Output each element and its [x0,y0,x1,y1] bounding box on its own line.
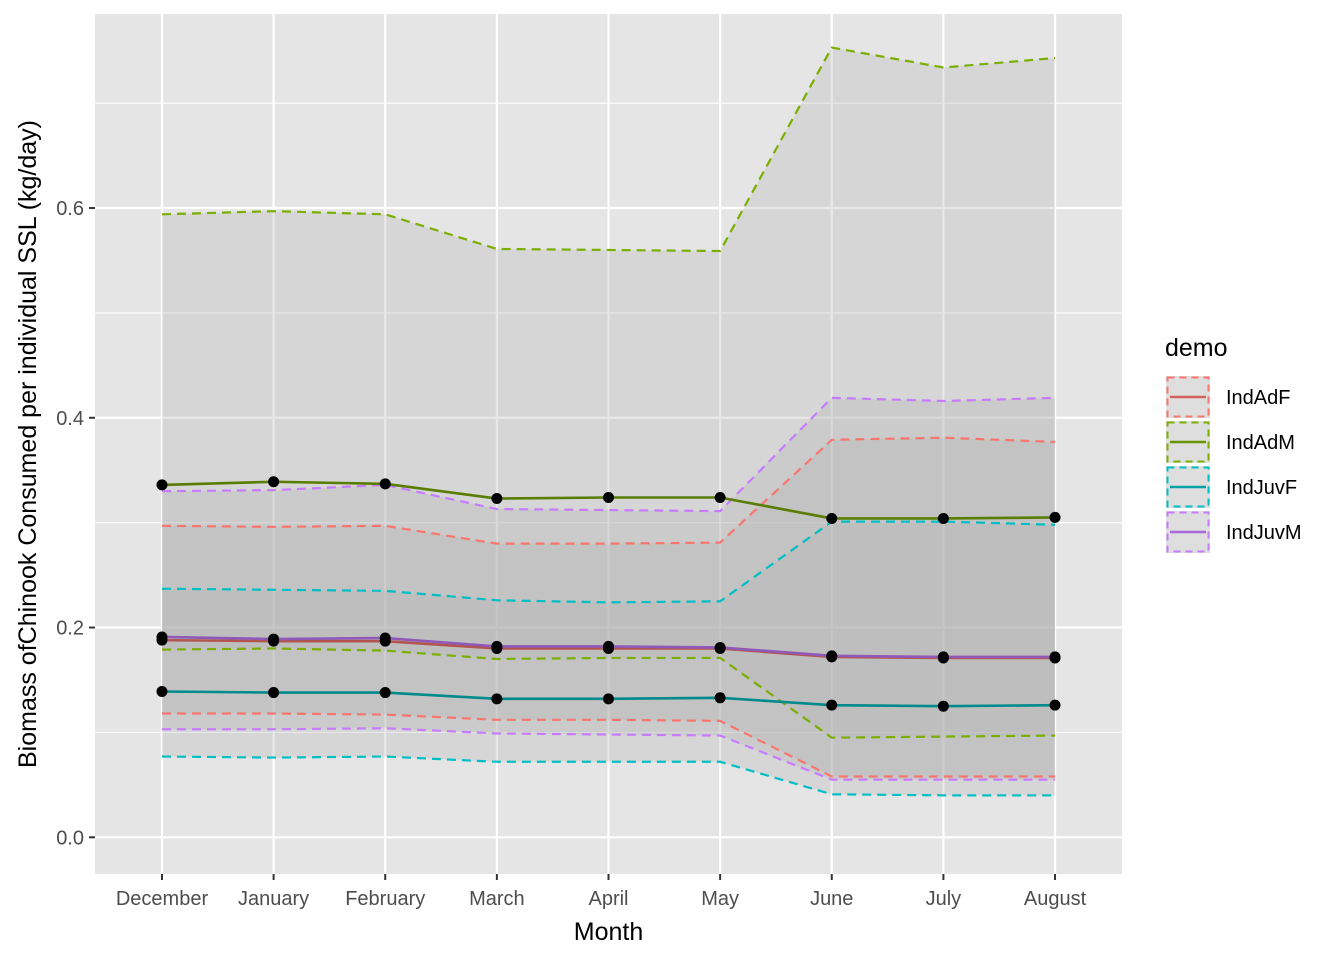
legend-label: IndAdF [1226,387,1290,409]
point-IndJuvF [379,687,391,699]
upper-bound-IndAdF [161,436,1056,545]
legend-key-outline [1166,421,1210,463]
point-IndJuvF [826,699,838,711]
legend-title: demo [1165,334,1228,362]
y-tick-label: 0.2 [56,618,84,640]
point-IndAdM [603,491,614,503]
point-IndAdM [1049,511,1061,523]
point-IndJuvM [603,640,614,652]
point-IndJuvM [379,632,391,644]
point-IndJuvF [156,686,168,698]
x-axis-title: Month [574,918,643,946]
bound-lines [161,46,1056,797]
legend-key-outline [1166,376,1210,418]
x-tick-label: May [701,888,739,910]
point-IndJuvF [937,700,949,712]
point-IndJuvM [156,631,168,643]
point-IndAdM [268,476,280,488]
legend-key-outline [1166,466,1210,508]
point-IndJuvM [937,651,949,663]
y-tick-label: 0.4 [56,408,84,430]
point-IndAdM [156,479,168,491]
mean-points [156,476,1061,712]
legend-item-IndAdF: IndAdF [1166,376,1290,418]
lower-bound-IndAdM [161,647,1056,739]
point-IndJuvF [714,692,726,704]
point-IndJuvF [268,687,280,699]
point-IndJuvM [1049,651,1061,663]
y-axis: 0.0 0.2 0.4 0.6 [56,198,95,849]
point-IndJuvM [826,650,838,662]
upper-bound-IndJuvF [161,520,1056,604]
x-tick-label: December [116,888,209,910]
lower-bound-IndJuvM [161,727,1056,781]
point-IndAdM [937,512,949,524]
legend-item-IndJuvM: IndJuvM [1166,511,1302,553]
legend-label: IndAdM [1226,432,1295,454]
lower-bound-IndAdF [161,712,1056,778]
x-tick-label: August [1024,888,1087,910]
point-IndJuvF [491,693,503,705]
legend-item-IndAdM: IndAdM [1166,421,1295,463]
ribbon-IndJuvF [161,521,1056,796]
point-IndJuvF [603,693,614,705]
x-tick-label: July [926,888,962,910]
y-tick-label: 0.0 [56,827,84,849]
x-tick-label: June [810,888,853,910]
grid-major [95,14,1122,874]
ribbon-IndAdM [161,47,1056,738]
legend-label: IndJuvF [1226,477,1297,499]
x-tick-label: March [469,888,525,910]
x-axis: December January February March April May June… [116,874,1087,910]
y-axis-title: Biomass ofChinook Consumed per individua… [14,120,42,768]
y-tick-label: 0.6 [56,198,84,220]
point-IndJuvM [491,640,503,652]
legend-key-outline [1166,511,1210,553]
legend-items: IndAdF IndAdM IndJuvF IndJuvM [1166,376,1302,553]
point-IndAdM [826,512,838,524]
ribbon-bands [161,47,1056,796]
legend: demo IndAdF IndAdM IndJuvF IndJuvM [1165,334,1302,553]
point-IndJuvM [714,641,726,653]
ribbon-IndJuvM [161,397,1056,780]
point-IndAdM [491,493,503,505]
point-IndAdM [714,491,726,503]
x-tick-label: January [238,888,309,910]
upper-bound-IndAdM [161,46,1056,253]
point-IndJuvM [268,633,280,645]
point-IndJuvF [1049,699,1061,711]
x-tick-label: April [588,888,628,910]
legend-item-IndJuvF: IndJuvF [1166,466,1297,508]
legend-label: IndJuvM [1226,522,1302,544]
point-IndAdM [379,478,391,490]
x-tick-label: February [345,888,425,910]
